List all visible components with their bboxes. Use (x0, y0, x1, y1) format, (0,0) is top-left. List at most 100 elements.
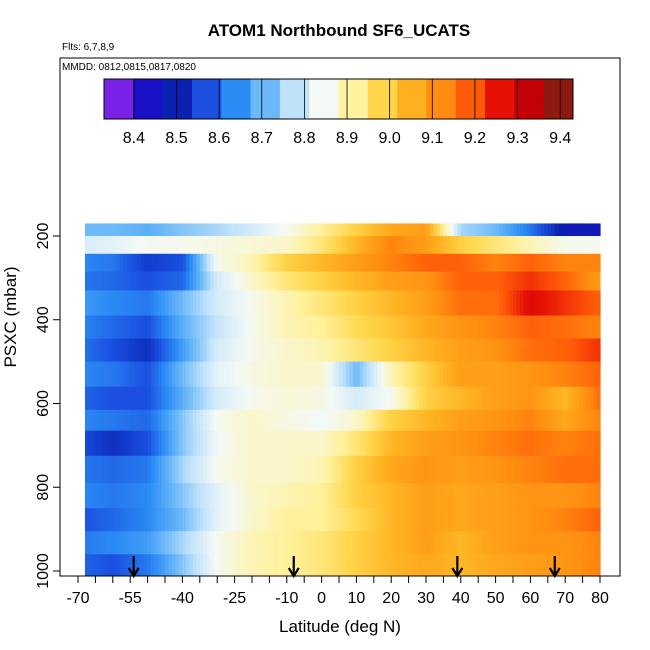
heatmap-cell (123, 253, 128, 273)
heatmap-cell (158, 554, 163, 576)
heatmap-cell (450, 236, 455, 255)
heatmap-cell (175, 236, 180, 255)
heatmap-cell (439, 508, 444, 532)
heatmap-cell (412, 236, 417, 255)
heatmap-cell (561, 508, 566, 532)
heatmap-cell (450, 531, 455, 555)
heatmap-cell (192, 531, 197, 555)
heatmap-cell (279, 271, 284, 292)
heatmap-cell (307, 290, 312, 317)
heatmap-cell (272, 271, 277, 292)
heatmap-cell (192, 361, 197, 388)
x-axis-label: Latitude (deg N) (279, 617, 401, 636)
heatmap-cell (488, 531, 493, 555)
heatmap-cell (485, 508, 490, 532)
heatmap-cell (182, 338, 187, 363)
heatmap-cell (443, 508, 448, 532)
heatmap-cell (171, 315, 177, 340)
heatmap-cell (363, 508, 368, 532)
heatmap-cell (140, 455, 145, 484)
heatmap-cell (168, 253, 173, 273)
heatmap-cell (234, 253, 239, 273)
heatmap-cell (394, 338, 399, 363)
heatmap-cell (217, 361, 222, 388)
heatmap-cell (516, 455, 521, 484)
heatmap-cell (565, 253, 570, 273)
heatmap-cell (112, 409, 117, 432)
heatmap-cell (88, 338, 93, 363)
heatmap-cell (373, 315, 378, 340)
heatmap-cell (419, 361, 424, 388)
heatmap-cell (415, 554, 420, 576)
heatmap-cell (140, 271, 145, 292)
heatmap-cell (133, 290, 138, 317)
heatmap-cell (453, 483, 458, 509)
heatmap-cell (453, 430, 458, 457)
heatmap-cell (279, 253, 284, 273)
heatmap-cell (168, 338, 173, 363)
heatmap-cell (116, 483, 121, 509)
heatmap-cell (554, 409, 559, 432)
heatmap-cell (579, 409, 584, 432)
heatmap-cell (213, 531, 218, 555)
heatmap-cell (502, 508, 507, 532)
heatmap-cell (123, 409, 128, 432)
heatmap-cell (533, 315, 538, 340)
heatmap-cell (328, 236, 333, 255)
heatmap-cell (537, 290, 542, 317)
heatmap-cell (572, 483, 577, 509)
heatmap-cell (95, 508, 100, 532)
heatmap-cell (394, 508, 399, 532)
heatmap-cell (436, 531, 441, 555)
heatmap-cell (102, 236, 107, 255)
heatmap-cell (126, 483, 131, 509)
heatmap-cell (513, 483, 518, 509)
heatmap-cell (224, 531, 229, 555)
heatmap-cell (502, 271, 507, 292)
heatmap-cell (241, 290, 246, 317)
heatmap-cell (123, 271, 128, 292)
heatmap-cell (109, 290, 114, 317)
heatmap-cell (426, 409, 431, 432)
heatmap-cell (258, 253, 264, 273)
heatmap-cell (304, 508, 309, 532)
heatmap-cell (551, 508, 556, 532)
heatmap-cell (279, 315, 284, 340)
heatmap-cell (422, 223, 427, 237)
heatmap-cell (241, 223, 246, 237)
heatmap-cell (401, 508, 406, 532)
heatmap-cell (377, 338, 382, 363)
heatmap-cell (231, 531, 236, 555)
heatmap-cell (526, 361, 531, 388)
heatmap-cell (151, 290, 156, 317)
heatmap-cell (220, 483, 225, 509)
heatmap-cell (530, 455, 535, 484)
heatmap-cell (384, 409, 389, 432)
heatmap-cell (485, 223, 490, 237)
heatmap-cell (332, 223, 337, 237)
heatmap-cell (356, 271, 361, 292)
heatmap-cell (279, 386, 284, 411)
heatmap-cell (384, 386, 389, 411)
heatmap-cell (509, 253, 514, 273)
heatmap-cell (213, 483, 218, 509)
heatmap-cell (283, 338, 288, 363)
heatmap-cell (151, 554, 156, 576)
heatmap-cell (307, 409, 312, 432)
heatmap-cell (283, 223, 288, 237)
heatmap-cell (126, 409, 131, 432)
heatmap-cell (328, 315, 333, 340)
heatmap-cell (544, 338, 549, 363)
heatmap-cell (398, 430, 403, 457)
heatmap-cell (126, 290, 131, 317)
heatmap-cell (241, 315, 246, 340)
colorbar-segment (397, 79, 427, 119)
heatmap-cell (245, 554, 250, 576)
heatmap-cell (345, 315, 351, 340)
heatmap-cell (426, 338, 431, 363)
heatmap-cell (502, 483, 507, 509)
heatmap-cell (558, 483, 563, 509)
heatmap-cell (130, 361, 135, 388)
heatmap-cell (380, 531, 385, 555)
heatmap-cell (429, 409, 434, 432)
